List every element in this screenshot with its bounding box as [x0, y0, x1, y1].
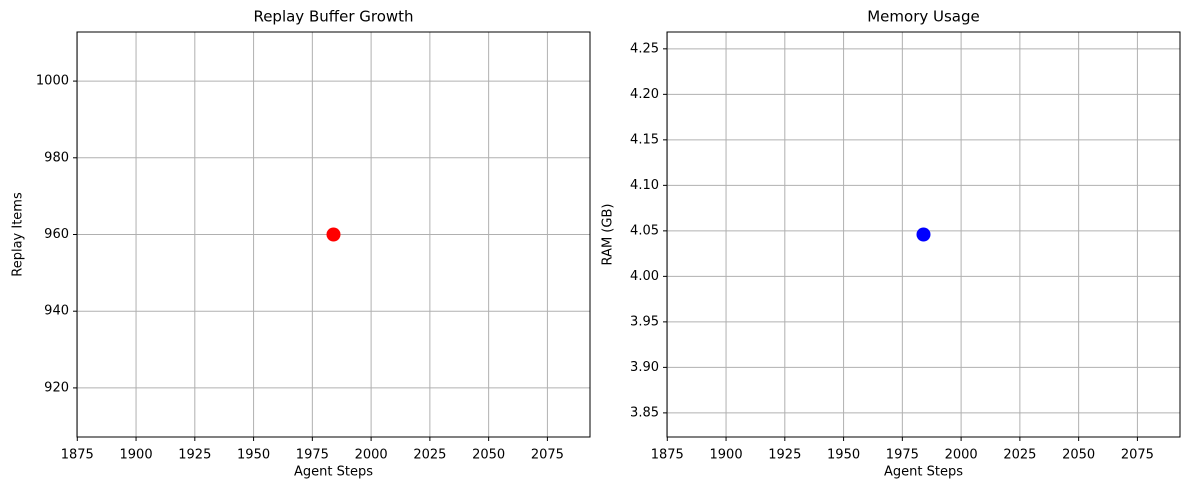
x-tick-label: 1900 — [710, 448, 743, 463]
data-point — [916, 227, 931, 242]
x-tick-label: 1875 — [651, 448, 684, 463]
x-tick-label: 1950 — [237, 448, 270, 463]
x-tick-label: 1925 — [768, 448, 801, 463]
x-tick-label: 1875 — [61, 448, 94, 463]
x-tick-label: 1975 — [886, 448, 919, 463]
y-tick-label: 3.90 — [630, 360, 659, 375]
x-tick-label: 2025 — [413, 448, 446, 463]
y-tick-label: 4.10 — [630, 178, 659, 193]
data-point — [326, 227, 341, 242]
y-tick-label: 940 — [44, 304, 69, 319]
y-tick-label: 4.25 — [630, 41, 659, 56]
x-tick-label: 2050 — [1062, 448, 1095, 463]
x-tick-label: 2075 — [531, 448, 564, 463]
x-axis-label: Agent Steps — [884, 465, 963, 480]
y-axis-label: RAM (GB) — [601, 204, 616, 266]
y-tick-label: 3.85 — [630, 405, 659, 420]
y-tick-label: 4.20 — [630, 87, 659, 102]
y-tick-label: 4.00 — [630, 269, 659, 284]
y-tick-label: 960 — [44, 227, 69, 242]
y-tick-label: 4.05 — [630, 223, 659, 238]
x-tick-label: 2025 — [1003, 448, 1036, 463]
x-tick-label: 2000 — [355, 448, 388, 463]
plot-frame — [76, 31, 591, 438]
y-tick-label: 3.95 — [630, 314, 659, 329]
chart-title: Replay Buffer Growth — [253, 8, 413, 26]
chart-title: Memory Usage — [867, 8, 980, 26]
y-tick-label: 4.15 — [630, 132, 659, 147]
y-axis-label: Replay Items — [11, 192, 26, 277]
x-tick-label: 2075 — [1121, 448, 1154, 463]
x-tick-label: 1900 — [120, 448, 153, 463]
x-axis-label: Agent Steps — [294, 465, 373, 480]
x-tick-label: 1950 — [827, 448, 860, 463]
y-tick-label: 980 — [44, 150, 69, 165]
y-tick-label: 920 — [44, 380, 69, 395]
x-tick-label: 2050 — [472, 448, 505, 463]
y-tick-label: 1000 — [36, 74, 69, 89]
x-tick-label: 2000 — [945, 448, 978, 463]
x-tick-label: 1975 — [296, 448, 329, 463]
plot-frame — [666, 31, 1181, 438]
x-tick-label: 1925 — [178, 448, 211, 463]
